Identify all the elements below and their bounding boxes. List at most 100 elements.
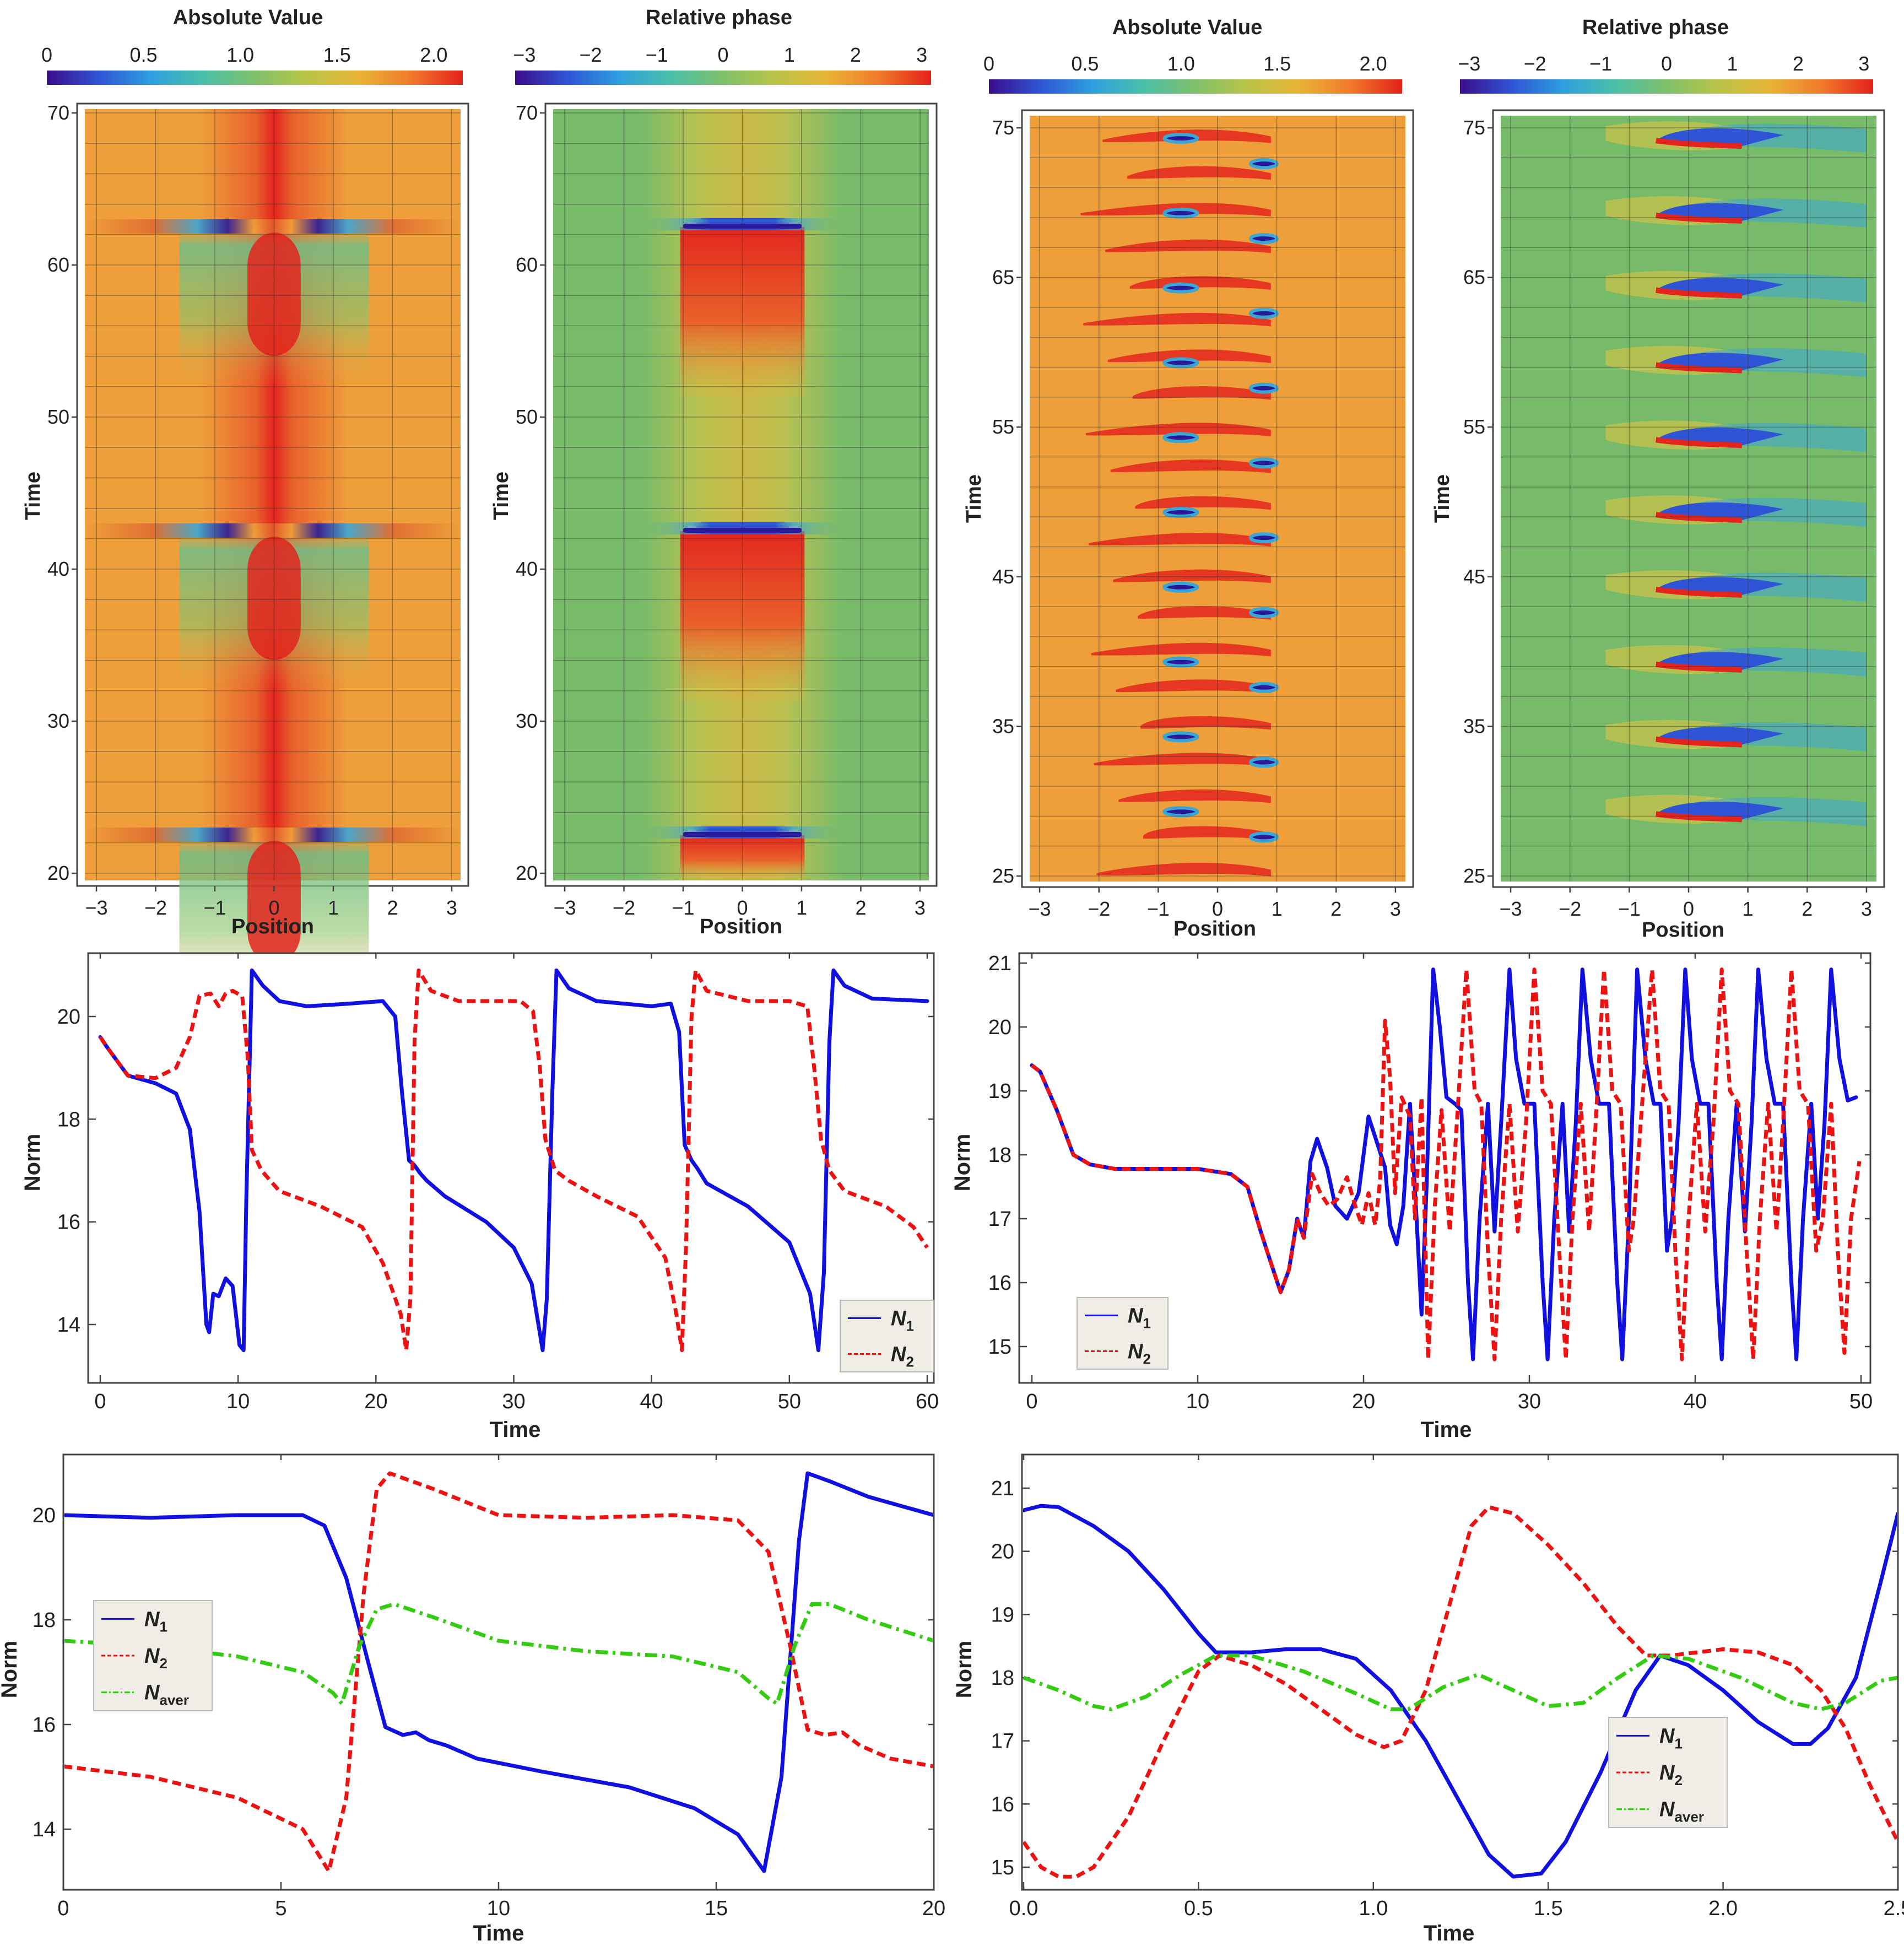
x-tick-label: 10	[1186, 1390, 1209, 1413]
x-tick-label: −2	[613, 896, 635, 919]
y-axis-label: Norm	[20, 1134, 45, 1191]
x-tick-label: 60	[916, 1390, 939, 1413]
heatmap-vortex	[1248, 158, 1279, 170]
y-tick-label: 60	[47, 253, 69, 276]
colorbar-title: Relative phase	[646, 6, 792, 29]
x-tick-label: 40	[1684, 1390, 1707, 1413]
x-tick-label: 15	[705, 1897, 728, 1920]
heatmap-stripe	[1096, 862, 1271, 877]
x-axis-label: Time	[490, 1418, 541, 1442]
heatmap-abs-value-1: Absolute Value 0 0.5 1.0 1.5 2.0 −3 −2 −1 0 1 2 3 …	[21, 6, 469, 998]
x-tick-label: 0	[1026, 1390, 1037, 1413]
x-axis-label: Time	[1424, 1921, 1475, 1945]
colorbar-tick-label: 3	[916, 44, 927, 66]
heatmap-vortex	[1248, 307, 1279, 319]
x-tick-label: 30	[502, 1390, 525, 1413]
y-tick-labels: 20 30 40 50 60 70	[47, 101, 77, 884]
heatmap-defect-band	[85, 219, 461, 234]
heatmap-stripe	[1135, 496, 1271, 510]
legend-box	[1077, 1297, 1169, 1370]
x-tick-label: 1.5	[1534, 1897, 1563, 1920]
colorbar-tick-label: −1	[646, 44, 668, 66]
y-tick-label: 14	[57, 1313, 80, 1337]
series-line-N2	[1030, 967, 1862, 1361]
x-tick-label: −1	[203, 896, 226, 919]
heatmap-stripe	[1110, 459, 1271, 473]
plot-frame	[1021, 1453, 1899, 1891]
heatmap-phase-edge	[1656, 512, 1743, 523]
heatmap-vortex	[1162, 133, 1199, 144]
x-axis-label: Position	[1642, 918, 1724, 942]
y-tick-label: 20	[988, 1016, 1012, 1039]
colorbar-tick-label: 1	[784, 44, 795, 66]
x-tick-label: 5	[275, 1897, 286, 1920]
series-line-Naver	[64, 1602, 933, 1706]
y-axis-label: Norm	[950, 1134, 975, 1191]
heatmap-relative-phase-2: Relative phase −3 −2 −1 0 1 2 3 −3 −2 −1 0 1 2 3 25 3…	[1431, 16, 1885, 942]
y-tick-label: 18	[988, 1144, 1012, 1167]
y-tick-label: 65	[1463, 266, 1485, 289]
heatmap-relative-phase-1: Relative phase −3 −2 −1 0 1 2 3 −3 −2 −1 0 1 2 3 20 3…	[490, 6, 938, 938]
heatmap-vortex	[1248, 756, 1279, 768]
colorbar-tick-label: 2	[1793, 52, 1804, 75]
heatmap-vortex	[1162, 357, 1199, 369]
x-tick-label: −3	[1500, 898, 1522, 920]
y-tick-label: 75	[992, 116, 1014, 139]
x-tick-label: −2	[144, 896, 167, 919]
x-tick-label: 3	[1861, 898, 1872, 920]
heatmap-vortex	[1162, 806, 1199, 818]
y-tick-label: 35	[1463, 715, 1485, 737]
colorbar-ticks: 0 0.5 1.0 1.5 2.0	[41, 44, 447, 66]
heatmap-phase-block	[680, 531, 805, 701]
y-tick-label: 16	[57, 1211, 80, 1234]
line-chart-norm-4: 0.00.51.01.52.02.515161718192021N1N2Nave…	[952, 1453, 1904, 1945]
colorbar-ticks: −3 −2 −1 0 1 2 3	[513, 44, 927, 66]
heatmap-phase-edge	[1656, 736, 1743, 748]
heatmap-stripe	[1132, 386, 1271, 400]
x-tick-label: −1	[1147, 898, 1170, 920]
x-tick-label: 50	[1849, 1390, 1873, 1413]
heatmap-phase-edge	[1656, 587, 1743, 598]
x-tick-label: 0.5	[1184, 1897, 1213, 1920]
heatmap-vortex	[1162, 507, 1199, 518]
y-tick-label: 55	[1463, 415, 1485, 438]
y-tick-labels: 20 30 40 50 60 70	[516, 101, 545, 884]
heatmap-phase-slip	[683, 224, 802, 229]
x-axis-label: Position	[700, 915, 782, 938]
heatmap-phase-edge	[1656, 138, 1743, 149]
x-tick-labels: −3 −2 −1 0 1 2 3	[1500, 887, 1872, 920]
colorbar-tick-label: −1	[1589, 52, 1612, 75]
colorbar-tick-label: 2.0	[420, 44, 447, 66]
x-tick-label: 1	[1743, 898, 1754, 920]
y-tick-label: 40	[47, 558, 69, 580]
x-tick-labels: −3 −2 −1 0 1 2 3	[554, 886, 926, 919]
colorbar	[515, 71, 931, 85]
x-axis-label: Time	[1421, 1418, 1472, 1442]
heatmap-stripe	[1088, 533, 1271, 547]
series-line-N2	[64, 1471, 933, 1873]
y-tick-label: 45	[992, 565, 1014, 588]
heatmap-stripe	[1143, 826, 1271, 840]
y-tick-labels: 25 35 45 55 65 75	[992, 116, 1022, 887]
colorbar-ticks: −3 −2 −1 0 1 2 3	[1458, 52, 1869, 75]
colorbar	[47, 71, 463, 85]
x-tick-label: 0	[57, 1897, 69, 1920]
legend-box	[840, 1300, 934, 1372]
y-tick-label: 65	[992, 266, 1014, 289]
x-tick-label: −3	[1029, 898, 1051, 920]
y-tick-label: 14	[33, 1818, 56, 1841]
colorbar-tick-label: 3	[1858, 52, 1869, 75]
y-tick-label: 21	[991, 1477, 1014, 1500]
heatmap-defect-band	[85, 523, 461, 538]
legend-label-subscript: 1	[906, 1318, 913, 1334]
legend-label-subscript: 1	[1674, 1735, 1682, 1751]
x-tick-label: −3	[85, 896, 108, 919]
heatmap-core-blob	[247, 233, 301, 356]
heatmap-phase-edge	[1656, 213, 1743, 224]
